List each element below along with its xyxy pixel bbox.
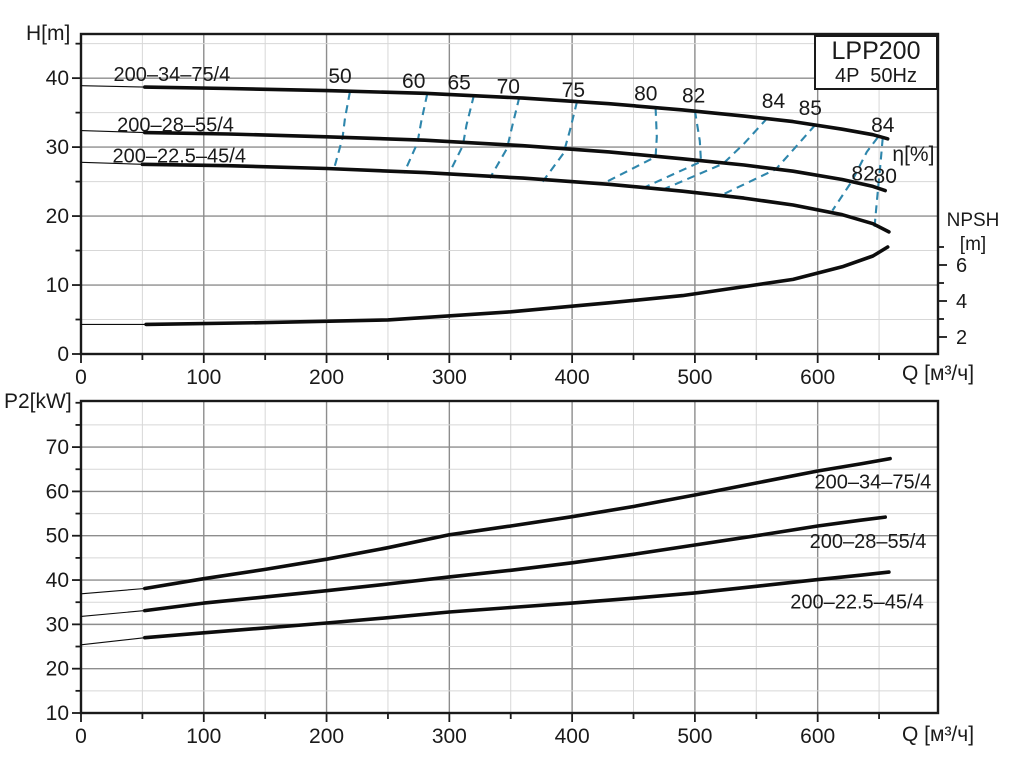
power-curve-label-1: 200–28–55/4 bbox=[810, 531, 927, 553]
head-efficiency-label-11: 80 bbox=[874, 165, 897, 188]
head-x-tick-label-500: 500 bbox=[677, 366, 712, 389]
power-curve-leadin-2 bbox=[80, 637, 146, 646]
head-efficiency-contour-70 bbox=[488, 97, 521, 179]
power-curve-label-0: 200–34–75/4 bbox=[815, 472, 932, 494]
npsh-curve bbox=[144, 245, 890, 327]
power-x-axis-label: Q [м³/ч] bbox=[902, 723, 975, 746]
head-efficiency-label-7: 84 bbox=[762, 90, 786, 113]
power-curve-1 bbox=[143, 515, 887, 613]
head-efficiency-contour-50 bbox=[332, 91, 351, 170]
head-curve-label-1: 200–28–55/4 bbox=[117, 114, 234, 136]
head-curve-leadin-2 bbox=[80, 161, 143, 165]
power-curve-leadin-1 bbox=[80, 610, 146, 617]
power-x-tick-label-100: 100 bbox=[186, 725, 221, 748]
npsh-axis-title-line1: NPSH bbox=[946, 210, 1000, 231]
power-x-tick-label-300: 300 bbox=[432, 725, 467, 748]
head-efficiency-label-5: 80 bbox=[634, 82, 657, 105]
model-title-box: LPP200 4P 50Hz bbox=[814, 35, 938, 90]
power-curve-2 bbox=[143, 570, 891, 640]
head-efficiency-label-6: 82 bbox=[682, 84, 705, 107]
head-efficiency-contour-80 bbox=[873, 138, 884, 231]
power-y-tick-label-10: 10 bbox=[46, 702, 69, 725]
power-x-tick-label-0: 0 bbox=[75, 725, 87, 748]
head-y-tick-label-20: 20 bbox=[46, 205, 69, 228]
head-efficiency-contour-65 bbox=[447, 95, 475, 176]
head-efficiency-contour-82 bbox=[641, 110, 703, 190]
head-efficiency-label-9: 84 bbox=[871, 114, 895, 137]
head-efficiency-label-3: 70 bbox=[497, 75, 520, 98]
head-efficiency-contour-82 bbox=[831, 136, 879, 212]
power-y-tick-label-20: 20 bbox=[46, 658, 69, 681]
head-efficiency-label-10: 82 bbox=[851, 162, 874, 185]
head-x-tick-label-100: 100 bbox=[186, 366, 221, 389]
head-curve-1 bbox=[143, 130, 887, 193]
power-curve-0 bbox=[143, 456, 892, 591]
head-x-axis-label: Q [м³/ч] bbox=[902, 362, 975, 385]
head-x-tick-label-600: 600 bbox=[800, 366, 835, 389]
power-y-axis-label: P2[kW] bbox=[4, 390, 72, 413]
head-efficiency-label-4: 75 bbox=[562, 79, 585, 102]
npsh-axis-title: NPSH [m] bbox=[941, 209, 1005, 257]
head-x-tick-label-0: 0 bbox=[75, 366, 87, 389]
head-efficiency-contour-84 bbox=[660, 117, 769, 192]
head-efficiency-contour-85 bbox=[719, 124, 816, 198]
head-plot-border bbox=[79, 32, 940, 356]
power-x-tick-label-600: 600 bbox=[800, 725, 835, 748]
head-x-tick-label-200: 200 bbox=[309, 366, 344, 389]
model-subtitle: 4P 50Hz bbox=[835, 64, 917, 87]
head-efficiency-label-0: 50 bbox=[328, 65, 351, 88]
npsh-tick-label-4: 4 bbox=[956, 291, 967, 313]
head-y-tick-label-10: 10 bbox=[46, 274, 69, 297]
power-curve-leadin-0 bbox=[80, 587, 146, 595]
efficiency-axis-label: η[%] bbox=[892, 143, 934, 166]
head-y-tick-label-30: 30 bbox=[46, 136, 69, 159]
head-curve-0 bbox=[143, 85, 890, 141]
power-y-tick-label-50: 50 bbox=[46, 525, 69, 548]
head-y-tick-label-40: 40 bbox=[46, 67, 69, 90]
head-y-tick-label-0: 0 bbox=[57, 343, 69, 366]
model-title: LPP200 bbox=[831, 37, 921, 66]
head-x-tick-label-400: 400 bbox=[555, 366, 590, 389]
power-x-tick-label-500: 500 bbox=[677, 725, 712, 748]
head-efficiency-label-2: 65 bbox=[447, 71, 470, 94]
power-y-tick-label-60: 60 bbox=[46, 480, 69, 503]
head-efficiency-contour-80 bbox=[601, 107, 658, 186]
npsh-axis-title-line2: [m] bbox=[959, 233, 987, 255]
head-curve-label-2: 200–22.5–45/4 bbox=[112, 145, 245, 167]
head-efficiency-contour-60 bbox=[402, 93, 429, 174]
head-y-axis-label: H[m] bbox=[26, 22, 71, 45]
npsh-tick-label-2: 2 bbox=[956, 327, 967, 349]
head-efficiency-label-1: 60 bbox=[402, 70, 425, 93]
power-x-tick-label-200: 200 bbox=[309, 725, 344, 748]
head-efficiency-contour-75 bbox=[541, 101, 579, 183]
head-curve-leadin-0 bbox=[80, 85, 146, 88]
power-y-tick-label-70: 70 bbox=[46, 436, 69, 459]
power-plot-border bbox=[79, 399, 940, 715]
power-y-tick-label-30: 30 bbox=[46, 613, 69, 636]
power-y-tick-label-40: 40 bbox=[46, 569, 69, 592]
head-x-tick-label-300: 300 bbox=[432, 366, 467, 389]
npsh-tick-label-6: 6 bbox=[956, 255, 967, 277]
head-curve-leadin-1 bbox=[80, 130, 146, 134]
head-curve-label-0: 200–34–75/4 bbox=[113, 64, 230, 86]
head-efficiency-label-8: 85 bbox=[799, 97, 822, 120]
head-curve-2 bbox=[140, 162, 891, 234]
power-curve-label-2: 200–22.5–45/4 bbox=[790, 591, 923, 613]
power-x-tick-label-400: 400 bbox=[555, 725, 590, 748]
